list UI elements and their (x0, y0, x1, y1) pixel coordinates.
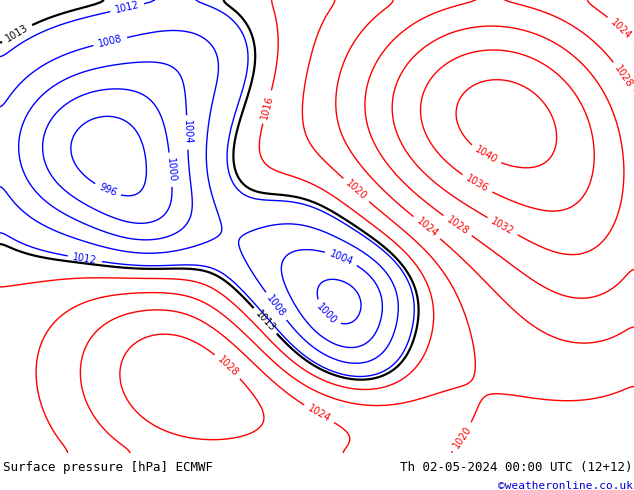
Text: 1004: 1004 (328, 248, 354, 267)
Text: 1000: 1000 (314, 302, 339, 327)
Text: 1013: 1013 (4, 23, 30, 44)
Text: 1036: 1036 (464, 173, 490, 195)
Text: 996: 996 (97, 182, 118, 199)
Text: 1020: 1020 (344, 178, 369, 202)
Text: 1020: 1020 (451, 424, 474, 450)
Text: 1008: 1008 (97, 34, 124, 49)
Text: 1012: 1012 (72, 252, 98, 266)
Text: ©weatheronline.co.uk: ©weatheronline.co.uk (498, 481, 633, 490)
Text: 1032: 1032 (489, 216, 515, 237)
Text: 1028: 1028 (612, 64, 634, 90)
Text: 1013: 1013 (254, 308, 277, 333)
Text: 1024: 1024 (608, 17, 633, 41)
Text: 1000: 1000 (165, 157, 177, 182)
Text: Th 02-05-2024 00:00 UTC (12+12): Th 02-05-2024 00:00 UTC (12+12) (400, 461, 633, 474)
Text: 1028: 1028 (216, 354, 240, 378)
Text: 1016: 1016 (259, 94, 275, 120)
Text: 1004: 1004 (182, 120, 193, 145)
Text: 1028: 1028 (444, 214, 470, 237)
Text: 1040: 1040 (473, 145, 499, 166)
Text: Surface pressure [hPa] ECMWF: Surface pressure [hPa] ECMWF (3, 461, 213, 474)
Text: 1024: 1024 (306, 403, 332, 424)
Text: 1024: 1024 (414, 216, 439, 240)
Text: 1008: 1008 (265, 294, 287, 319)
Text: 1012: 1012 (114, 0, 140, 15)
